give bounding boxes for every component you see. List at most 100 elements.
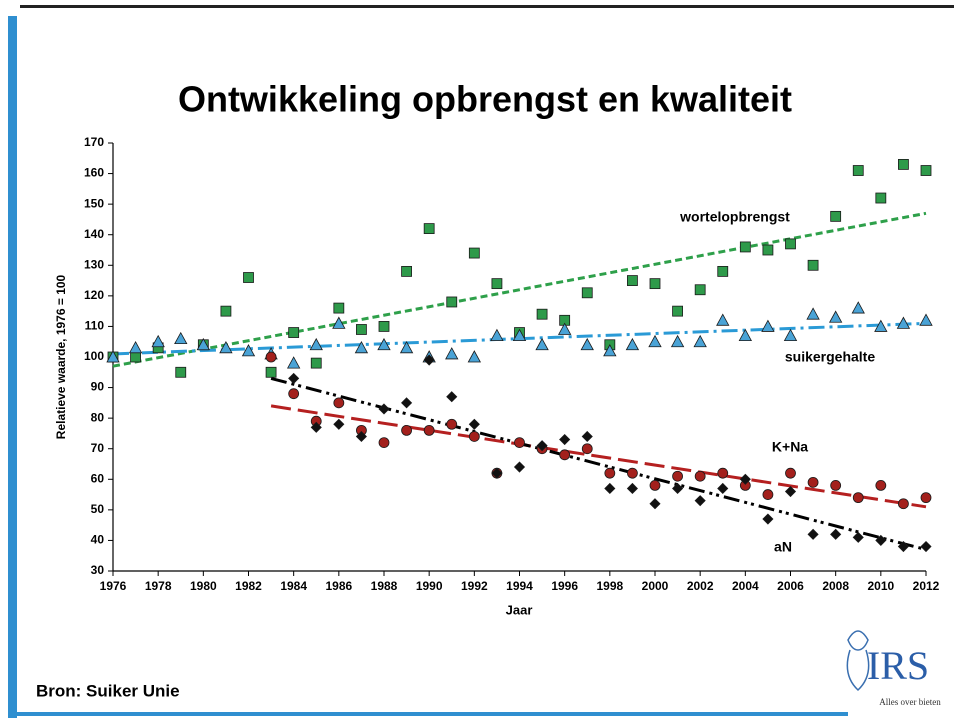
point	[761, 319, 775, 332]
bottom-bar	[8, 712, 848, 716]
point	[919, 313, 933, 326]
point	[852, 492, 864, 504]
point	[309, 337, 323, 351]
x-tick-label: 1988	[371, 579, 398, 593]
point	[581, 287, 593, 299]
point	[627, 275, 638, 286]
x-tick-label: 1994	[506, 579, 533, 593]
y-tick-label: 40	[91, 533, 105, 547]
x-tick-label: 1978	[145, 579, 172, 593]
point	[851, 301, 865, 314]
point	[559, 449, 571, 461]
point	[693, 334, 707, 348]
point	[445, 347, 459, 360]
point	[896, 316, 911, 329]
point	[220, 305, 232, 317]
x-tick-label: 2010	[867, 579, 894, 593]
point	[468, 418, 480, 430]
point	[423, 223, 435, 235]
point	[672, 482, 684, 495]
point	[920, 540, 932, 553]
point	[830, 528, 842, 540]
point	[694, 284, 706, 296]
point	[514, 437, 525, 449]
point	[286, 356, 301, 369]
point	[716, 313, 730, 326]
top-rule	[20, 5, 954, 8]
point	[920, 165, 932, 176]
y-tick-label: 150	[84, 196, 104, 210]
x-tick-label: 2002	[687, 579, 714, 593]
x-tick-label: 2008	[822, 579, 849, 593]
point	[333, 418, 345, 430]
y-tick-label: 70	[91, 441, 105, 455]
point	[446, 296, 458, 308]
point	[423, 354, 435, 366]
logo-tagline: Alles over bieten	[879, 697, 941, 707]
y-tick-label: 100	[84, 349, 104, 363]
point	[354, 340, 369, 354]
point	[875, 192, 887, 204]
point	[649, 498, 661, 510]
point	[446, 418, 458, 430]
trend-line	[270, 404, 927, 509]
point	[288, 327, 300, 338]
point	[355, 430, 367, 443]
x-tick-label: 1998	[596, 579, 623, 593]
point	[717, 482, 729, 495]
y-tick-label: 130	[84, 257, 104, 271]
logo-icon	[846, 630, 870, 692]
point	[604, 482, 616, 495]
point	[807, 528, 819, 540]
point	[399, 340, 414, 354]
point	[310, 421, 322, 433]
point	[401, 265, 412, 277]
point	[265, 366, 277, 378]
y-tick-label: 170	[84, 135, 104, 149]
point	[581, 443, 593, 455]
point	[785, 238, 796, 250]
point	[243, 272, 254, 283]
x-tick-label: 1992	[461, 579, 488, 593]
point	[717, 265, 729, 277]
point	[491, 467, 503, 479]
y-tick-label: 120	[84, 288, 104, 302]
point	[717, 467, 729, 479]
point	[491, 278, 503, 290]
point	[196, 337, 211, 351]
x-tick-label: 1984	[280, 579, 307, 593]
point	[536, 440, 548, 452]
point	[490, 328, 504, 341]
point	[739, 473, 751, 485]
x-tick-label: 2000	[642, 579, 669, 593]
point	[672, 305, 683, 317]
point	[175, 366, 187, 378]
left-bar	[8, 16, 17, 718]
point	[265, 351, 277, 363]
point	[649, 278, 661, 290]
point	[332, 316, 346, 329]
y-tick-label: 160	[84, 166, 104, 180]
point	[288, 372, 300, 384]
point	[875, 479, 887, 491]
y-axis-label: Relatieve waarde, 1976 = 100	[54, 274, 68, 439]
point	[694, 470, 706, 482]
point	[581, 430, 593, 443]
point	[106, 350, 120, 363]
point	[739, 241, 751, 253]
x-tick-label: 1976	[100, 579, 127, 593]
x-tick-label: 1982	[235, 579, 262, 593]
point	[920, 492, 932, 504]
y-tick-label: 90	[91, 380, 105, 394]
point	[536, 308, 548, 320]
point	[807, 259, 819, 271]
point	[897, 540, 909, 553]
point	[423, 424, 435, 436]
point	[378, 403, 390, 415]
point	[806, 307, 820, 320]
point	[830, 210, 842, 222]
point	[784, 485, 797, 498]
point	[130, 351, 141, 363]
point	[310, 357, 322, 369]
point	[580, 337, 594, 351]
